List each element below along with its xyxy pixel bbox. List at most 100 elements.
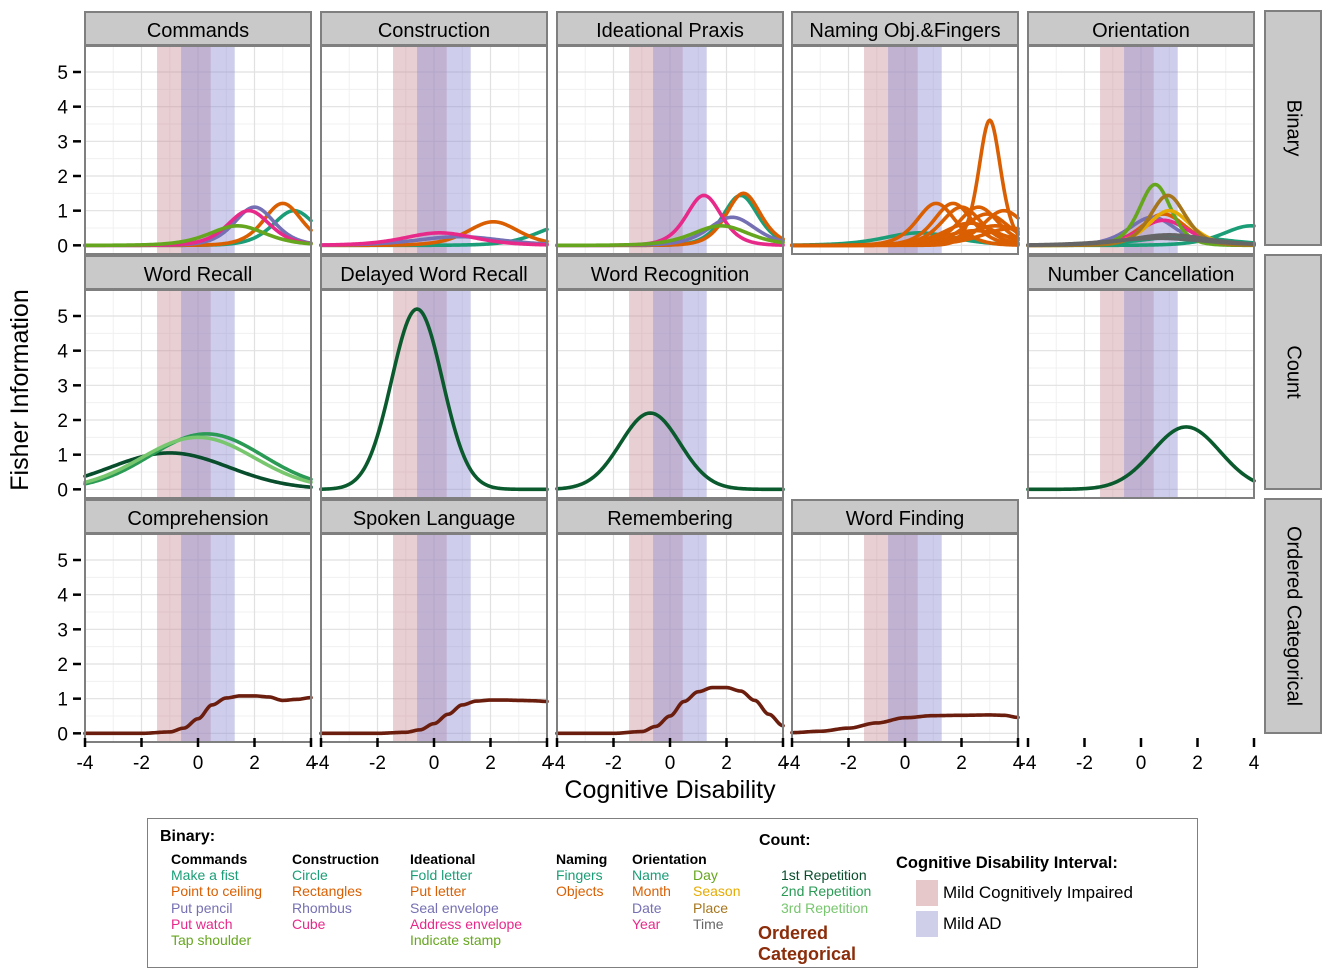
legend-ordered-line-1: Ordered: [758, 923, 829, 943]
legend-item-cube: Cube: [292, 915, 326, 932]
legend-binary-title: Binary:: [160, 828, 216, 845]
y-tick-label: 3: [57, 376, 68, 397]
panel-title: Word Finding: [846, 508, 965, 530]
x-tick-label: -4: [549, 753, 566, 774]
legend-group-count: 1st Repetition 2nd Repetition 3rd Repetiti…: [781, 867, 871, 916]
y-tick-label: 5: [57, 551, 68, 572]
y-axis-label: Fisher Information: [6, 289, 34, 490]
legend-item-circle: Circle: [292, 867, 328, 883]
x-tick-label: 0: [665, 753, 676, 774]
x-tick-label: 4: [1249, 753, 1260, 774]
legend-group-construction: Construction Circle Rectangles Rhombus Cube: [292, 851, 379, 932]
legend-item-address-envelope: Address envelope: [410, 915, 523, 932]
legend-group-naming: Naming Fingers Objects: [556, 851, 607, 900]
x-tick-label: 2: [485, 753, 496, 774]
legend-item-season: Season: [693, 883, 741, 900]
mci-interval-band: [393, 290, 447, 498]
legend-item-3rd-repetition: 3rd Repetition: [781, 899, 869, 916]
legend-item-make-a-fist: Make a fist: [171, 867, 239, 883]
legend-ordered-categorical: Ordered Categorical: [758, 923, 856, 965]
series-line-0: [555, 685, 785, 736]
legend-item-name: Name: [632, 867, 670, 883]
mci-interval-band: [864, 534, 918, 742]
panel-border: [320, 45, 548, 255]
series-line-4: [83, 224, 313, 248]
row-strip: [1264, 10, 1322, 246]
mild-ad-interval-band: [181, 290, 235, 498]
legend-group-head: Ideational: [410, 851, 476, 867]
y-tick-label: 2: [57, 655, 68, 676]
mci-interval-band: [629, 534, 683, 742]
x-tick-label: 2: [249, 753, 260, 774]
legend-group-orientation-2: Day Season Place Time: [693, 867, 740, 932]
x-tick-label: -2: [133, 753, 150, 774]
panel-strip: [556, 11, 784, 46]
x-tick-label: -2: [369, 753, 386, 774]
x-axis-label: Cognitive Disability: [564, 776, 776, 804]
mild-ad-interval-band: [653, 534, 707, 742]
legend-item-place: Place: [693, 899, 729, 916]
x-tick-label: -4: [313, 753, 330, 774]
y-tick-label: 3: [57, 620, 68, 641]
panel-word-recall: Word Recall 0 1 2 3 4 5: [57, 255, 313, 501]
legend-group-head: Commands: [171, 851, 248, 867]
panel-border: [556, 45, 784, 255]
panel-title: Orientation: [1092, 20, 1190, 42]
x-tick-label: 4: [542, 753, 553, 774]
panel-word-recognition: Word Recognition: [555, 255, 785, 499]
legend-item-fold-letter: Fold letter: [410, 867, 473, 883]
panel-border: [320, 289, 548, 499]
mild-ad-interval-band: [417, 46, 471, 254]
legend-item-fingers: Fingers: [556, 867, 603, 883]
x-tick-label: 0: [1136, 753, 1147, 774]
legend-item-put-watch: Put watch: [171, 915, 233, 932]
y-tick-label: 4: [57, 342, 68, 363]
panel-title: Comprehension: [127, 508, 268, 530]
legend-item-rectangles: Rectangles: [292, 883, 363, 900]
legend-item-tap-shoulder: Tap shoulder: [171, 932, 252, 949]
panel-word-finding: Word Finding: [790, 499, 1020, 743]
panels-group: Commands 0 1 2 3 4 5 Construction Ideational Pra…: [57, 10, 1322, 774]
series-line-3: [319, 231, 549, 247]
legend-item-seal-envelope: Seal envelope: [410, 899, 499, 916]
mci-interval-band: [157, 290, 211, 498]
legend-item-month: Month: [632, 883, 671, 900]
legend-group-head: Construction: [292, 851, 380, 867]
panel-ideational-praxis: Ideational Praxis: [555, 11, 785, 255]
mild-ad-interval-band: [417, 534, 471, 742]
x-tick-label: -2: [1076, 753, 1093, 774]
y-tick-label: 3: [57, 132, 68, 153]
row-strip-label: Count: [1283, 345, 1305, 399]
x-tick-label: -2: [605, 753, 622, 774]
y-tick-label: 1: [57, 446, 68, 467]
y-tick-label: 1: [57, 690, 68, 711]
panel-title: Commands: [147, 20, 249, 42]
y-tick-label: 0: [57, 724, 68, 745]
series-line-0: [319, 698, 549, 736]
legend-mild-ad-label: Mild AD: [943, 914, 1002, 933]
legend-item-year: Year: [632, 915, 661, 932]
legend-count-title: Count:: [759, 832, 811, 849]
legend-item-2nd-repetition: 2nd Repetition: [781, 883, 872, 900]
x-tick-label: 0: [900, 753, 911, 774]
x-tick-label: 4: [778, 753, 789, 774]
legend-item-date: Date: [632, 899, 662, 916]
x-tick-label: 0: [429, 753, 440, 774]
legend-item-objects: Objects: [556, 883, 604, 900]
panel-border: [556, 289, 784, 499]
series-line-0: [83, 694, 313, 736]
panel-border: [1027, 45, 1255, 255]
x-tick-label: 4: [306, 753, 317, 774]
y-tick-label: 4: [57, 98, 68, 119]
series-line-4: [555, 224, 785, 248]
x-tick-label: 0: [193, 753, 204, 774]
panel-title: Ideational Praxis: [596, 20, 744, 42]
series-line-0: [319, 307, 549, 492]
mci-interval-band: [393, 46, 447, 254]
series-line-0: [790, 713, 1020, 735]
legend-item-rhombus: Rhombus: [292, 899, 352, 916]
legend-item-put-pencil: Put pencil: [171, 899, 233, 916]
legend-item-put-letter: Put letter: [410, 883, 467, 900]
mci-interval-band: [864, 46, 918, 254]
